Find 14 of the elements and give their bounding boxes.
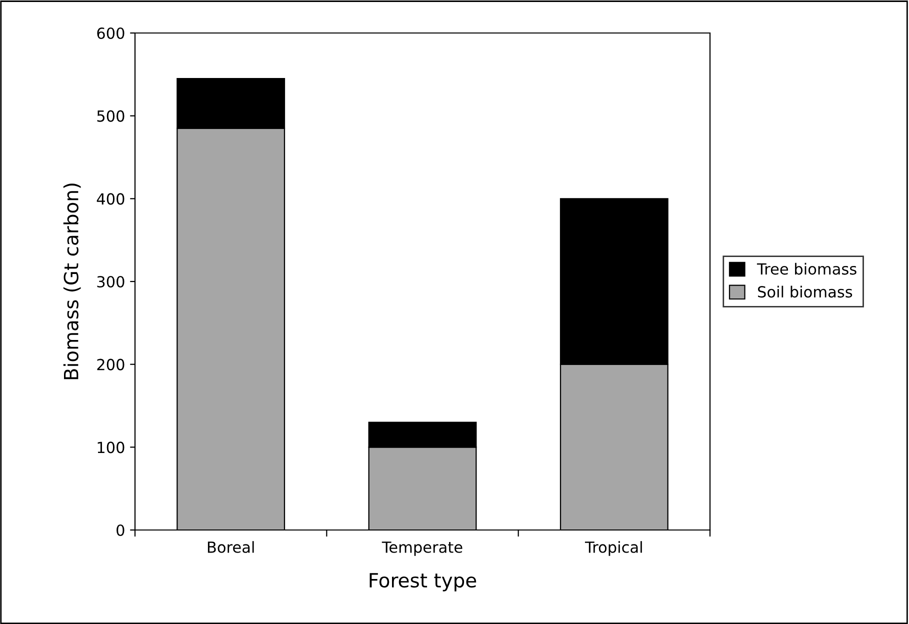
y-axis-title: Biomass (Gt carbon) [63,184,81,380]
x-axis-title: Forest type [370,573,476,592]
legend-label: Soil biomass [758,286,852,298]
y-tick-label: 0 [116,524,124,536]
y-tick-label: 200 [97,358,124,370]
y-tick-label: 600 [97,27,124,40]
legend-label: Tree biomass [756,262,856,275]
x-tick-label: Boreal [208,541,254,553]
y-tick-label: 500 [97,110,124,122]
y-tick-label: 300 [97,276,124,288]
y-tick-label: 100 [98,442,124,454]
y-tick-label: 400 [96,193,124,205]
x-tick-label: Tropical [584,541,642,556]
x-tick-label: Temperate [382,542,462,556]
